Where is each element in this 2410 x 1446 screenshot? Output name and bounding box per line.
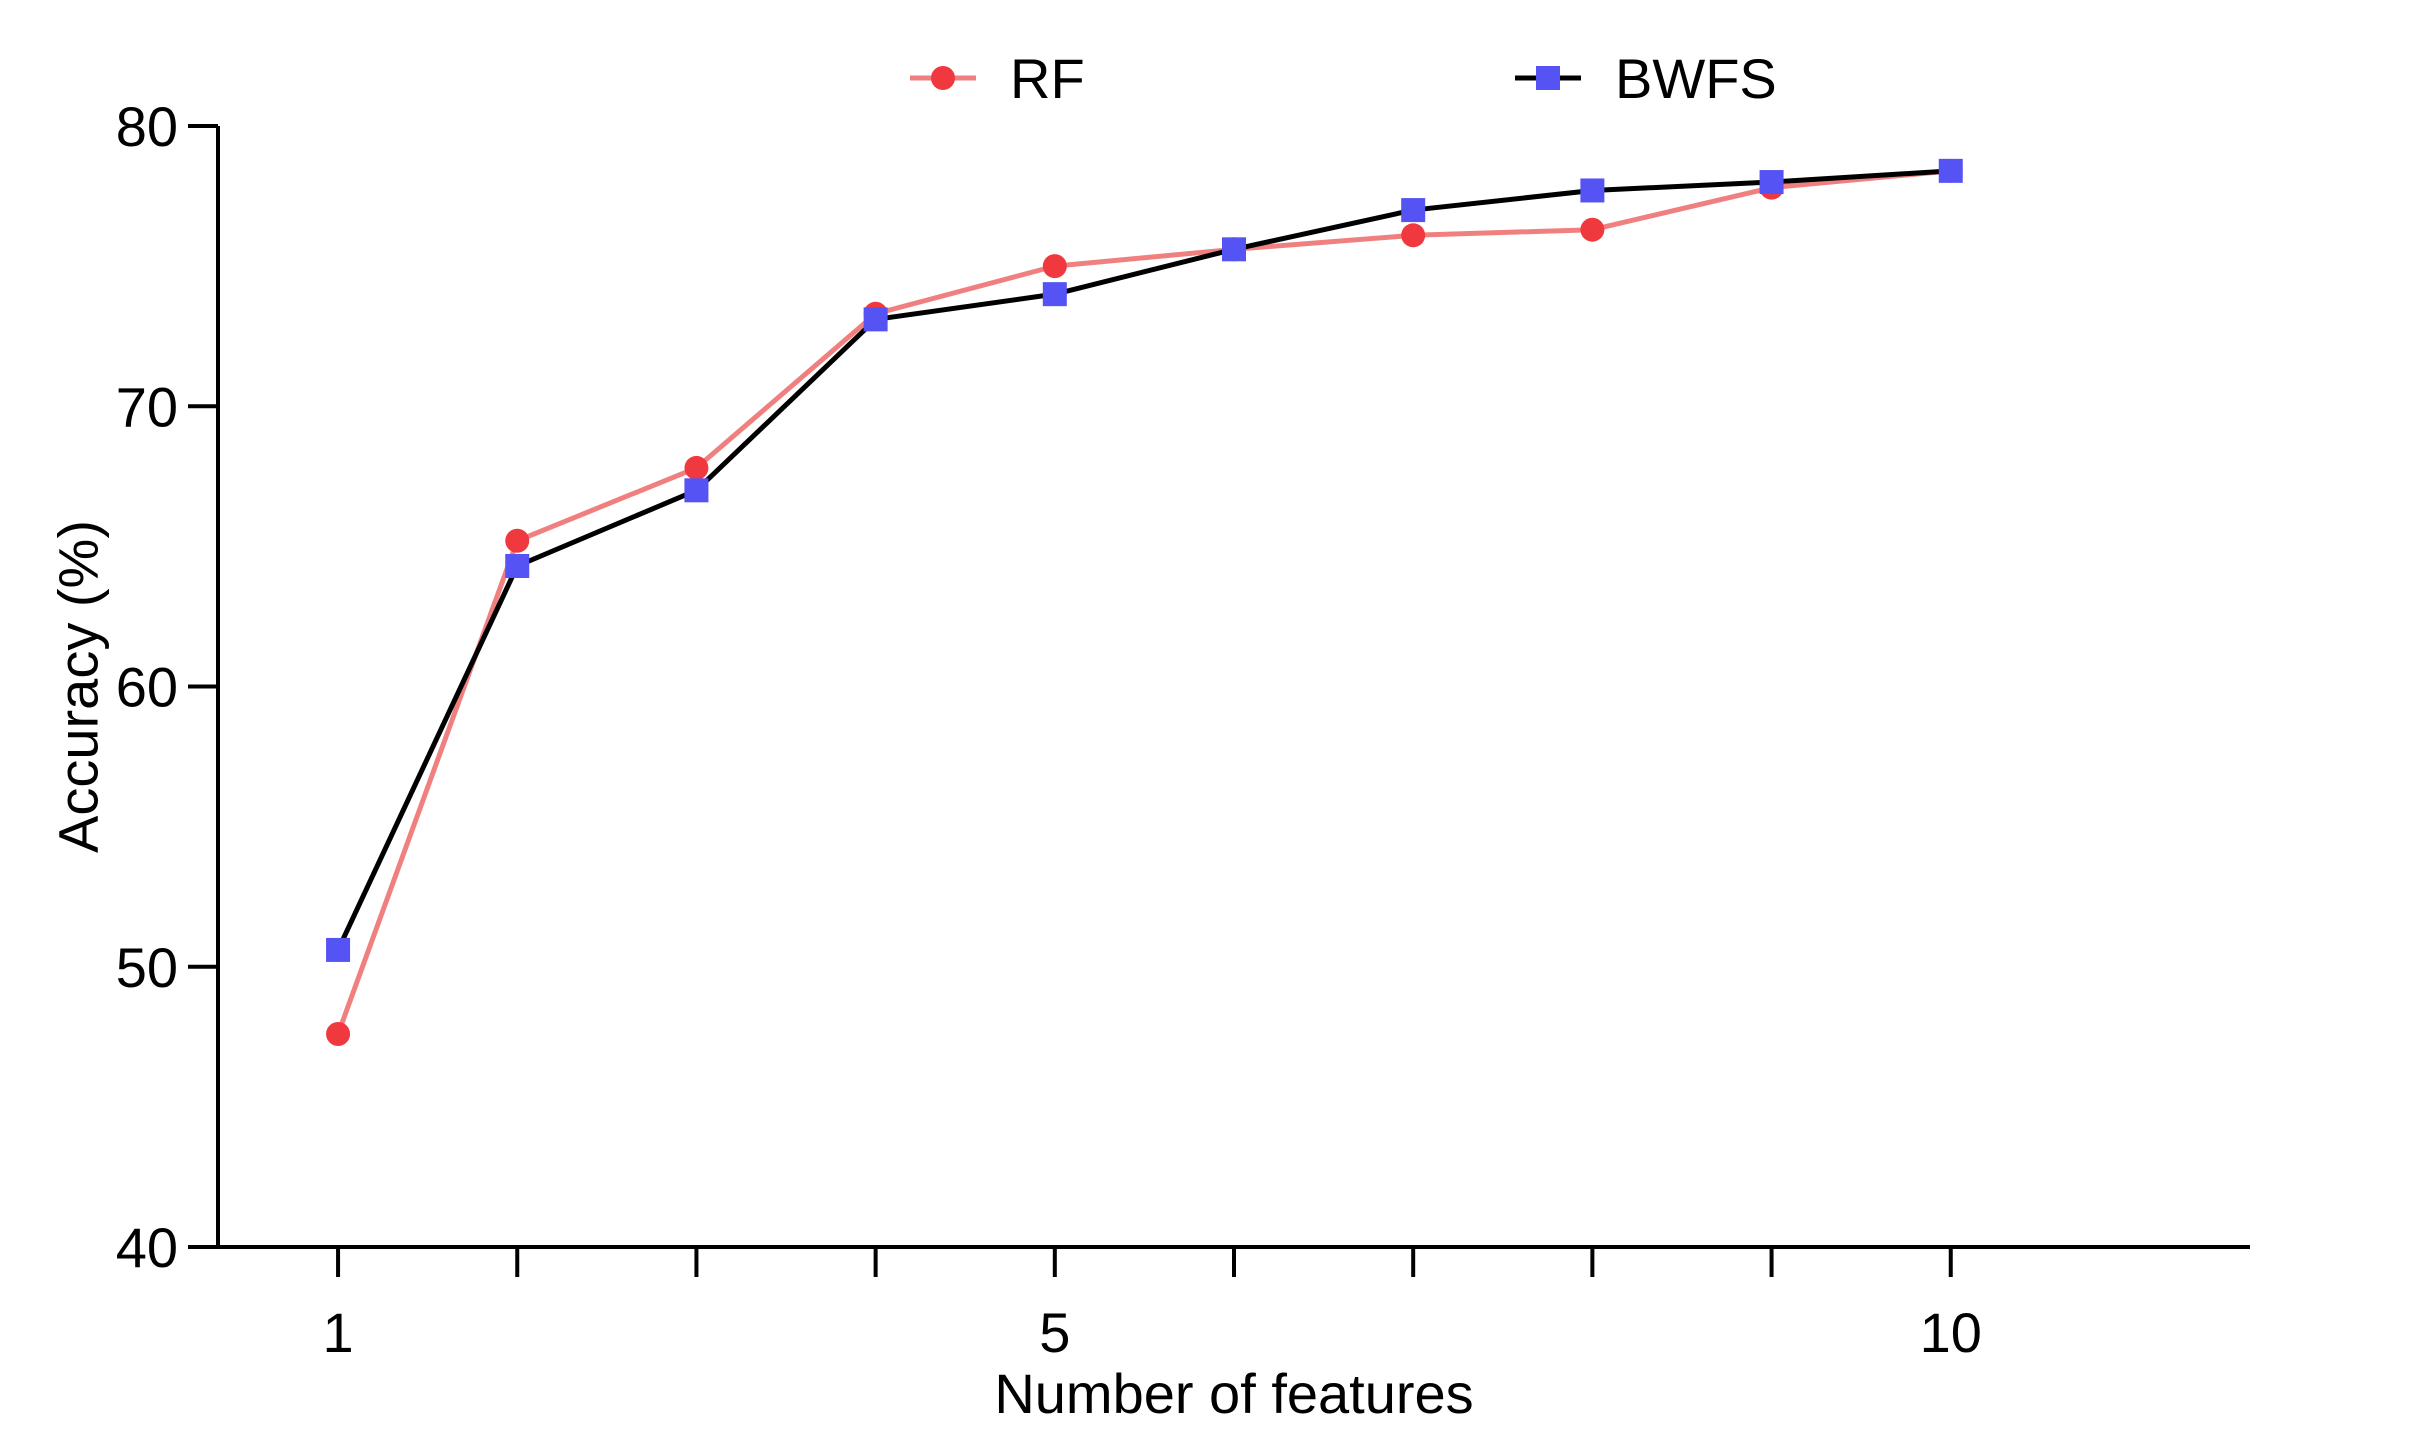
- series-bwfs: [326, 158, 1963, 962]
- data-point: [1222, 237, 1246, 262]
- data-point: [1938, 158, 1963, 183]
- data-point: [684, 455, 709, 480]
- legend-label: BWFS: [1615, 47, 1777, 110]
- legend-item-rf: RF: [910, 47, 1085, 110]
- series-layer: [326, 158, 1963, 1047]
- data-point: [505, 553, 530, 578]
- data-point: [326, 1022, 351, 1047]
- y-tick-label: 50: [116, 936, 178, 999]
- x-ticks: 1 5 10: [322, 1247, 1982, 1364]
- x-tick-label: 1: [322, 1301, 353, 1364]
- data-point: [326, 937, 351, 962]
- y-tick-label: 60: [116, 656, 178, 719]
- data-point: [1759, 170, 1784, 195]
- legend-item-bwfs: BWFS: [1515, 47, 1777, 110]
- series-rf: [326, 158, 1963, 1047]
- legend-label: RF: [1010, 47, 1085, 110]
- data-point: [1401, 223, 1426, 248]
- legend-swatch-marker: [1536, 66, 1560, 90]
- y-axis-title: Accuracy (%): [47, 520, 110, 853]
- data-point: [505, 528, 530, 553]
- series-line-bwfs: [335, 168, 1951, 951]
- x-tick-label: 5: [1039, 1301, 1070, 1364]
- x-axis-title: Number of features: [994, 1362, 1473, 1425]
- legend-swatch-marker: [931, 66, 955, 90]
- data-point: [684, 478, 709, 503]
- data-point: [1401, 198, 1426, 223]
- data-point: [1042, 282, 1067, 307]
- data-point: [1580, 217, 1605, 242]
- y-ticks: 40 50 60 70 80: [116, 95, 218, 1279]
- data-point: [1580, 178, 1605, 203]
- legend: RF BWFS: [910, 47, 1777, 110]
- y-tick-label: 40: [116, 1216, 178, 1279]
- y-tick-label: 70: [116, 375, 178, 438]
- data-point: [863, 307, 888, 332]
- series-line-rf: [335, 168, 1951, 1035]
- x-tick-label: 10: [1920, 1301, 1982, 1364]
- y-tick-label: 80: [116, 95, 178, 158]
- data-point: [1042, 254, 1067, 279]
